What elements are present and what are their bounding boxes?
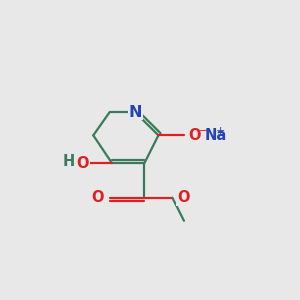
Text: Na: Na [205, 128, 227, 143]
Text: −: − [199, 126, 208, 136]
Text: O: O [91, 190, 104, 205]
Text: N: N [128, 105, 142, 120]
Text: O: O [189, 128, 201, 143]
Text: H: H [62, 154, 75, 169]
Text: O: O [76, 155, 89, 170]
Text: +: + [215, 126, 225, 136]
Text: O: O [177, 190, 190, 205]
